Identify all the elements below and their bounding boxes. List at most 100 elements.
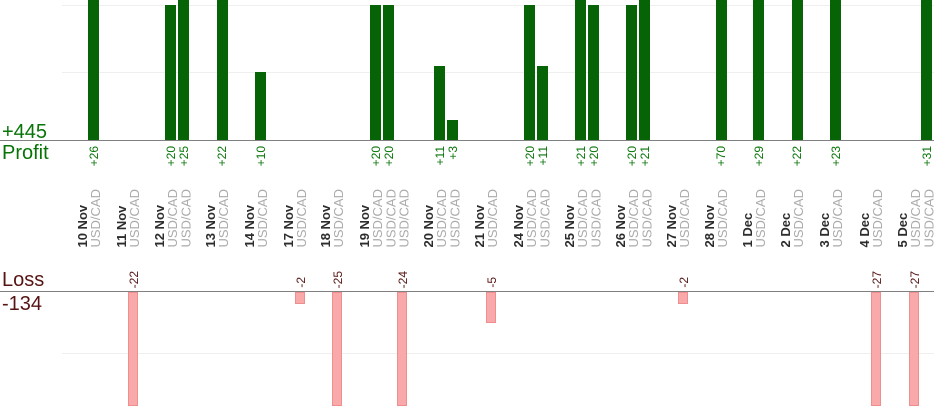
loss-bar[interactable] bbox=[486, 292, 496, 323]
profit-bar[interactable] bbox=[216, 0, 228, 140]
instrument-label: USD/CAD bbox=[164, 189, 180, 248]
profit-bar[interactable] bbox=[370, 4, 381, 140]
x-axis-date-group: 21 Nov USD/CAD bbox=[472, 189, 500, 248]
date-label: 14 Nov bbox=[241, 205, 257, 248]
profit-bar[interactable] bbox=[255, 72, 266, 140]
x-axis-date-group: 28 Nov USD/CAD bbox=[702, 189, 731, 248]
profit-total: +445 bbox=[2, 121, 48, 143]
x-axis-date-group: 25 Nov USD/CAD USD/CAD bbox=[561, 189, 604, 248]
instrument-label: USD/CAD bbox=[752, 189, 768, 248]
profit-bar[interactable] bbox=[447, 119, 459, 140]
instrument-label: USD/CAD bbox=[447, 189, 463, 248]
profit-bar-value: +10 bbox=[253, 146, 268, 167]
loss-bar-value: -22 bbox=[127, 270, 141, 288]
loss-bar-value: -24 bbox=[395, 270, 410, 288]
instrument-label: USD/CAD bbox=[791, 189, 807, 248]
x-axis-date-group: 19 Nov USD/CAD USD/CAD USD/CAD bbox=[357, 189, 412, 248]
date-label: 12 Nov bbox=[151, 205, 167, 248]
profit-bar-value: +22 bbox=[215, 146, 229, 167]
instrument-label: USD/CAD bbox=[331, 189, 347, 248]
profit-bar[interactable] bbox=[715, 0, 727, 140]
loss-bar-value: -2 bbox=[293, 277, 308, 288]
profit-bar[interactable] bbox=[791, 0, 803, 140]
x-axis-date-group: 18 Nov USD/CAD bbox=[318, 189, 347, 248]
date-label: 5 Dec bbox=[894, 213, 910, 248]
date-label: 25 Nov bbox=[561, 205, 577, 248]
instrument-label: USD/CAD bbox=[383, 189, 399, 248]
profit-bar[interactable] bbox=[524, 4, 535, 140]
instrument-label: USD/CAD bbox=[625, 189, 641, 248]
instrument-label: USD/CAD bbox=[396, 189, 412, 248]
date-label: 17 Nov bbox=[280, 205, 296, 248]
x-axis-date-group: 12 Nov USD/CAD USD/CAD bbox=[151, 189, 193, 248]
profit-bar-value: +25 bbox=[176, 146, 191, 167]
loss-bar[interactable] bbox=[396, 292, 407, 406]
profit-bar[interactable] bbox=[178, 0, 190, 140]
profit-bar-value: +21 bbox=[637, 146, 652, 167]
x-axis-date-group: 2 Dec USD/CAD bbox=[778, 189, 807, 248]
instrument-label: USD/CAD bbox=[639, 189, 655, 248]
profit-gridline bbox=[62, 5, 934, 6]
instrument-label: USD/CAD bbox=[588, 189, 604, 248]
x-axis-date-group: 1 Dec USD/CAD bbox=[740, 189, 768, 248]
instrument-label: USD/CAD bbox=[369, 189, 385, 248]
profit-bar-value: +20 bbox=[624, 146, 639, 167]
date-label: 4 Dec bbox=[856, 213, 872, 248]
x-axis-date-group: 13 Nov USD/CAD bbox=[203, 189, 232, 248]
profit-bar-value: +31 bbox=[919, 146, 934, 167]
x-axis-date-group: 14 Nov USD/CAD bbox=[241, 189, 270, 248]
profit-bar[interactable] bbox=[830, 0, 841, 140]
instrument-label: USD/CAD bbox=[127, 189, 143, 248]
instrument-label: USD/CAD bbox=[677, 189, 693, 248]
x-axis-date-group: 27 Nov USD/CAD bbox=[664, 189, 693, 248]
profit-bar-value: +20 bbox=[522, 146, 537, 167]
profit-bar[interactable] bbox=[753, 0, 764, 140]
profit-bar-value: +20 bbox=[586, 146, 601, 167]
profit-bar[interactable] bbox=[88, 0, 99, 140]
x-axis-date-group: 4 Dec USD/CAD bbox=[856, 189, 885, 248]
date-label: 18 Nov bbox=[318, 205, 334, 248]
date-label: 2 Dec bbox=[778, 213, 794, 248]
x-axis-date-group: 11 Nov USD/CAD bbox=[114, 189, 143, 248]
instrument-label: USD/CAD bbox=[715, 189, 731, 248]
instrument-label: USD/CAD bbox=[254, 189, 270, 248]
x-axis-date-group: 3 Dec USD/CAD bbox=[816, 189, 845, 248]
loss-bar[interactable] bbox=[908, 292, 919, 406]
x-axis-date-group: 5 Dec USD/CAD USD/CAD bbox=[894, 189, 934, 248]
loss-bar-value: -27 bbox=[907, 270, 922, 288]
profit-bar[interactable] bbox=[537, 65, 549, 140]
profit-bar[interactable] bbox=[434, 65, 445, 140]
profit-bar[interactable] bbox=[165, 4, 176, 140]
profit-bar-value: +23 bbox=[828, 146, 843, 167]
profit-bar[interactable] bbox=[575, 0, 586, 140]
loss-bar-value: -25 bbox=[331, 270, 345, 288]
instrument-label: USD/CAD bbox=[523, 189, 539, 248]
profit-bar[interactable] bbox=[383, 4, 395, 140]
loss-total: -134 bbox=[2, 293, 43, 315]
instrument-label: USD/CAD bbox=[869, 189, 885, 248]
instrument-label: USD/CAD bbox=[87, 189, 103, 248]
loss-axis-title: Loss bbox=[2, 269, 45, 291]
profit-bar-value: +11 bbox=[432, 146, 447, 166]
x-axis-date-group: 20 Nov USD/CAD USD/CAD bbox=[420, 189, 463, 248]
instrument-label: USD/CAD bbox=[216, 189, 232, 248]
loss-bar[interactable] bbox=[332, 292, 342, 406]
date-label: 3 Dec bbox=[816, 213, 832, 248]
loss-bar[interactable] bbox=[294, 292, 305, 305]
profit-bar[interactable] bbox=[921, 0, 933, 140]
profit-bar-value: +22 bbox=[790, 146, 804, 167]
profit-bar[interactable] bbox=[639, 0, 651, 140]
instrument-label: USD/CAD bbox=[574, 189, 590, 248]
x-axis-date-group: 17 Nov USD/CAD bbox=[280, 189, 309, 248]
date-label: 20 Nov bbox=[420, 205, 436, 248]
loss-bar[interactable] bbox=[678, 292, 688, 305]
loss-bar[interactable] bbox=[870, 292, 881, 406]
profit-bar[interactable] bbox=[588, 4, 600, 140]
profit-bar[interactable] bbox=[626, 4, 637, 140]
x-axis-date-group: 26 Nov USD/CAD USD/CAD bbox=[613, 189, 655, 248]
loss-bar[interactable] bbox=[128, 292, 138, 406]
profit-bar-value: +29 bbox=[751, 146, 766, 167]
instrument-label: USD/CAD bbox=[921, 189, 934, 248]
